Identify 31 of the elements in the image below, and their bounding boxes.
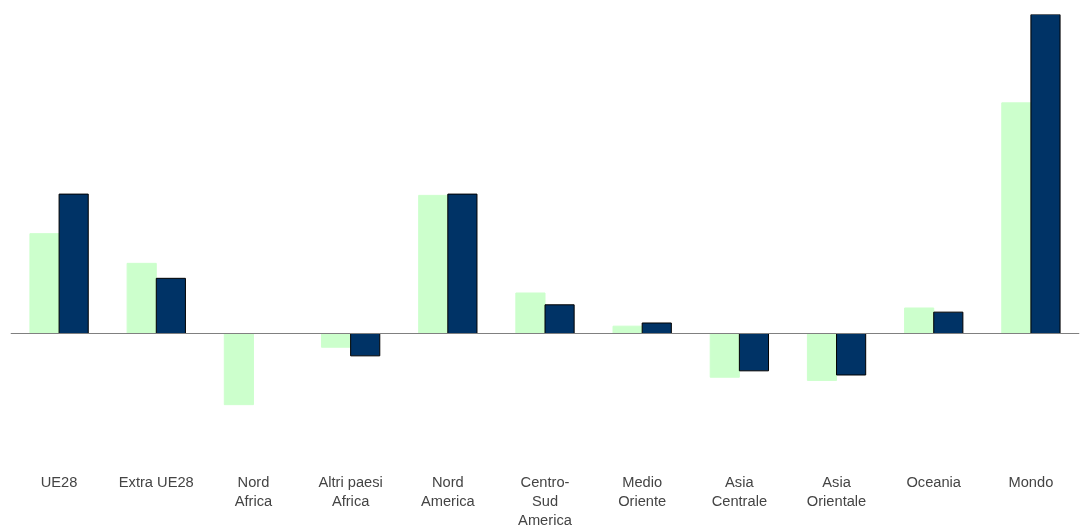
bar [58,193,89,335]
x-tick-label: Mondo [1008,473,1054,490]
x-tick-label: Extra UE28 [118,473,194,490]
bar [350,333,381,357]
bar [709,333,740,378]
bar [126,262,157,335]
x-tick-label: Oceania [906,473,962,490]
x-tick-label: Altri paesi Africa [318,473,383,509]
bar [155,277,186,335]
x-tick-label: Nord Africa [234,473,274,509]
bar [418,194,449,335]
bar [1001,102,1032,335]
bar [29,233,60,335]
bar [836,333,867,376]
x-tick-label: Centro- Sud America [518,473,573,528]
bar [544,304,575,335]
bar [223,333,254,406]
bar [641,322,672,335]
bar [320,333,352,348]
bar [933,311,964,335]
x-tick-label: Medio Oriente [618,473,667,509]
x-tick-label: Asia Orientale [806,473,867,509]
bar [515,292,546,335]
bar [1030,14,1061,335]
bar [904,307,935,335]
x-tick-label: Asia Centrale [711,473,768,509]
bar [806,333,838,381]
x-tick-label: Nord America [420,473,476,509]
bar [447,193,478,335]
bar [738,333,770,372]
x-tick-label: UE28 [40,473,78,490]
